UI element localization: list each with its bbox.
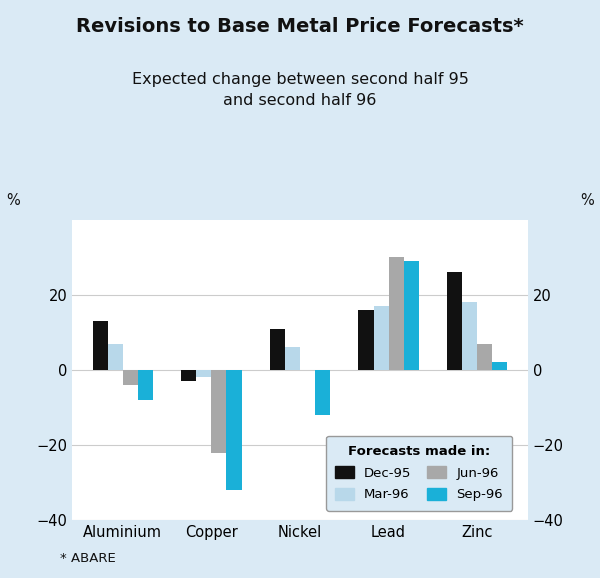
Bar [123,370,138,385]
Bar [181,370,196,381]
Bar [138,370,153,400]
Bar [389,257,404,370]
Bar [315,370,330,415]
Bar [93,321,108,370]
Bar [196,370,211,377]
Text: Expected change between second half 95
and second half 96: Expected change between second half 95 a… [131,72,469,108]
Bar [374,306,389,370]
Bar [358,310,374,370]
Text: %: % [6,192,20,208]
Bar [477,343,492,370]
Bar [108,343,123,370]
Bar [447,272,462,370]
Bar [462,302,477,370]
Legend: Dec-95, Mar-96, Jun-96, Sep-96: Dec-95, Mar-96, Jun-96, Sep-96 [326,436,512,510]
Bar [270,328,285,370]
Bar [226,370,242,490]
Bar [492,362,507,370]
Text: Revisions to Base Metal Price Forecasts*: Revisions to Base Metal Price Forecasts* [76,17,524,36]
Text: %: % [580,192,594,208]
Bar [211,370,226,453]
Text: * ABARE: * ABARE [60,553,116,565]
Bar [404,261,419,370]
Bar [285,347,300,370]
